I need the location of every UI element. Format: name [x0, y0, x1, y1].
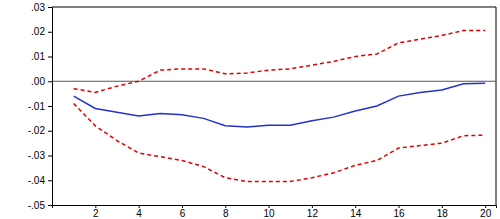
x-tick-label: 14: [350, 208, 362, 219]
y-tick-label: -.04: [28, 175, 46, 186]
series-group: [74, 31, 486, 182]
y-tick: .03: [31, 2, 52, 13]
x-tick-label: 4: [136, 208, 142, 219]
y-tick: .00: [31, 76, 52, 87]
y-tick-mark: [48, 106, 52, 107]
plot: -.05 -.04 -.03 -.02 -.01 .00 .01 .02 .03 2 4 6 8 10 12…: [28, 2, 497, 219]
y-tick-mark: [48, 205, 52, 206]
x-tick: 2: [93, 205, 99, 219]
y-tick-mark: [48, 81, 52, 82]
y-tick: -.01: [28, 101, 52, 112]
y-tick-mark: [48, 156, 52, 157]
x-tick: 14: [350, 205, 362, 219]
x-tick: 6: [180, 205, 186, 219]
zero-line: [52, 81, 496, 82]
y-tick-label: -.02: [28, 125, 46, 136]
x-tick-label: 16: [393, 208, 405, 219]
y-tick: .01: [31, 51, 52, 62]
y-tick-label: .01: [31, 51, 45, 62]
y-tick-label: .00: [31, 76, 45, 87]
y-tick: -.03: [28, 150, 52, 161]
x-tick-label: 6: [180, 208, 186, 219]
y-tick-label: -.05: [28, 200, 46, 211]
y-tick-mark: [48, 7, 52, 8]
y-tick-mark: [48, 131, 52, 132]
series-line: [74, 31, 486, 93]
y-tick-label: -.03: [28, 150, 46, 161]
y-tick-label: -.01: [28, 101, 46, 112]
x-tick-label: 12: [307, 208, 319, 219]
x-tick: 12: [307, 205, 319, 219]
chart: -.05 -.04 -.03 -.02 -.01 .00 .01 .02 .03 2 4 6 8 10 12…: [0, 0, 500, 219]
frame: [496, 7, 497, 205]
series-line: [74, 104, 486, 182]
y-axis-line: [48, 8, 53, 206]
y-tick-label: .02: [31, 26, 45, 37]
x-tick-label: 10: [264, 208, 276, 219]
y-tick: -.04: [28, 175, 52, 186]
x-tick: 20: [480, 205, 492, 219]
series-line: [74, 83, 486, 127]
x-tick-label: 18: [437, 208, 449, 219]
y-tick-mark: [48, 180, 52, 181]
y-tick: .02: [31, 26, 52, 37]
x-axis: 2 4 6 8 10 12 14 16 18 20: [53, 205, 497, 219]
x-tick: 18: [437, 205, 449, 219]
x-tick: 4: [136, 205, 142, 219]
x-tick: 10: [264, 205, 276, 219]
y-axis: -.05 -.04 -.03 -.02 -.01 .00 .01 .02 .03: [28, 2, 53, 211]
x-tick: 8: [223, 205, 229, 219]
x-tick-label: 8: [223, 208, 229, 219]
y-tick: -.05: [28, 200, 52, 211]
frame: [52, 7, 496, 8]
y-tick-mark: [48, 57, 52, 58]
x-tick-label: 2: [93, 208, 99, 219]
x-tick-label: 20: [480, 208, 492, 219]
y-tick: -.02: [28, 125, 52, 136]
x-tick: 16: [393, 205, 405, 219]
y-tick-label: .03: [31, 2, 45, 13]
y-tick-mark: [48, 32, 52, 33]
